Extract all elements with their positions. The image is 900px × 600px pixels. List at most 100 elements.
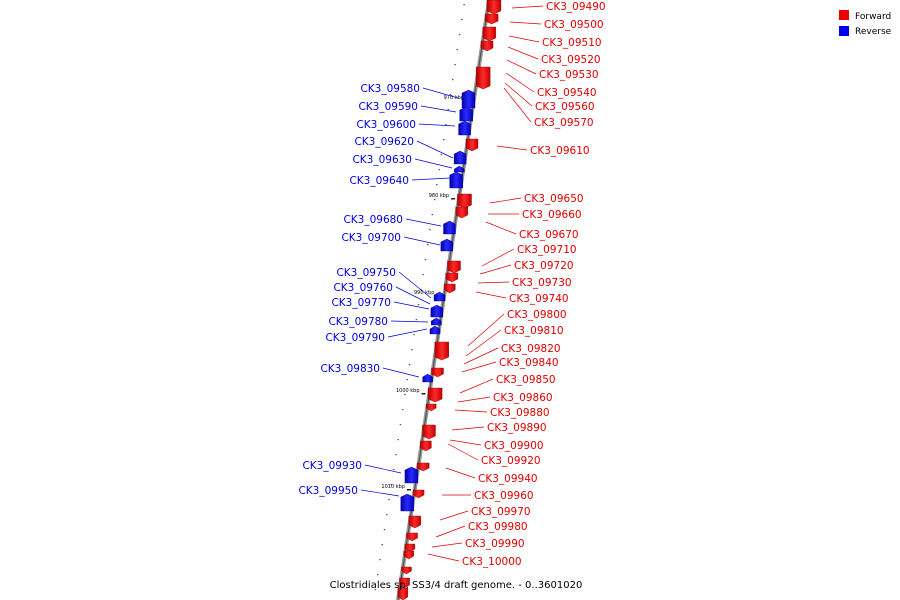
minor-tick [429,229,431,231]
reverse-label-leader [411,177,451,181]
forward-label-leader [489,197,522,204]
forward-label-leader [467,313,505,347]
minor-tick [447,109,449,111]
minor-tick [392,469,395,471]
minor-tick [461,19,463,21]
forward-label-leader [435,525,466,538]
forward-gene-label: CK3_09960 [474,490,534,502]
major-tick-label: 970 kbp [444,95,464,101]
minor-tick [440,154,443,156]
reverse-label-leader [364,464,402,474]
minor-tick [383,529,386,531]
reverse-gene-label: CK3_09640 [349,175,409,187]
forward-gene-label: CK3_09980 [468,521,528,533]
forward-gene-block [445,272,459,283]
minor-tick [399,424,402,426]
forward-gene-block [457,193,472,209]
legend: Forward Reverse [839,10,892,37]
forward-gene-label: CK3_09940 [478,473,538,485]
minor-tick [445,124,447,126]
reverse-gene-label: CK3_09760 [333,282,393,294]
forward-gene-label: CK3_09730 [512,277,572,289]
reverse-label-leader [382,367,420,378]
forward-label-leader [503,87,532,123]
forward-gene-label: CK3_09920 [481,455,541,467]
minor-tick [436,184,438,186]
reverse-gene-label: CK3_09630 [352,154,412,166]
minor-tick [413,334,415,336]
forward-gene-block [434,341,449,361]
major-tick-mark [406,489,411,491]
forward-label-leader [485,221,517,235]
minor-tick [431,214,434,216]
forward-gene-block [406,532,418,542]
minor-tick [404,394,406,396]
forward-gene-block [397,587,409,600]
reverse-gene-block [459,106,473,122]
forward-gene-label: CK3_09530 [539,69,599,81]
forward-gene-label: CK3_09520 [541,54,601,66]
label-leader-lines [360,5,544,562]
minor-tick [390,484,393,486]
forward-label-leader [496,145,528,151]
minor-tick [374,589,377,591]
legend-forward-label: Forward [855,12,891,22]
forward-label-leader [449,439,482,446]
reverse-label-leader [414,158,453,169]
forward-label-leader [457,396,491,403]
forward-gene-label: CK3_09800 [507,309,567,321]
reverse-gene-label: CK3_09750 [336,267,396,279]
legend-reverse-label: Reverse [855,27,892,37]
forward-gene-label: CK3_10000 [462,556,522,568]
reverse-label-leader [395,286,431,305]
minor-tick [397,439,399,441]
reverse-label-leader [360,489,400,497]
forward-label-leader [508,35,540,43]
legend-forward-swatch [839,10,849,20]
forward-label-leader [477,281,510,284]
forward-gene-label: CK3_09720 [514,260,574,272]
forward-label-leader [454,409,488,413]
forward-gene-label: CK3_09740 [509,293,569,305]
reverse-gene-block [440,238,454,252]
forward-gene-block [475,66,491,90]
forward-label-leader [475,291,507,299]
forward-gene-block [484,13,499,25]
forward-gene-label: CK3_09990 [465,538,525,550]
minor-tick [417,304,420,306]
minor-tick [449,94,452,96]
reverse-gene-label: CK3_09590 [358,101,418,113]
forward-gene-block [416,462,430,472]
forward-gene-block [431,367,444,378]
forward-label-leader [511,5,544,9]
forward-label-leader [481,248,515,267]
forward-label-leader [506,59,537,75]
forward-gene-label: CK3_09660 [522,209,582,221]
forward-gene-label: CK3_09710 [517,244,577,256]
reverse-label-leader [398,271,432,299]
forward-gene-block [425,403,437,412]
reverse-gene-label: CK3_09580 [360,83,420,95]
reverse-label-leader [393,301,430,310]
major-tick-label: 1010 kbp [381,484,405,490]
reverse-gene-label: CK3_09700 [341,232,401,244]
reverse-gene-label: CK3_09770 [331,297,391,309]
forward-gene-block [447,260,461,274]
gene-features [397,0,502,600]
forward-gene-label: CK3_09570 [534,117,594,129]
minor-tick [381,544,383,546]
reverse-gene-block [433,291,446,302]
genome-caption: Clostridiales sp. SS3/4 draft genome. - … [330,580,583,591]
forward-gene-label: CK3_09840 [499,357,559,369]
forward-gene-label: CK3_09880 [490,407,550,419]
minor-tick [463,4,465,6]
major-tick-label: 1000 kbp [396,388,420,394]
minor-tick [386,514,388,516]
forward-gene-label: CK3_09860 [493,392,553,404]
reverse-label-leader [420,105,457,113]
forward-gene-block [412,489,425,499]
reverse-gene-label: CK3_09790 [325,332,385,344]
forward-gene-label: CK3_09900 [484,440,544,452]
minor-tick [411,349,413,351]
